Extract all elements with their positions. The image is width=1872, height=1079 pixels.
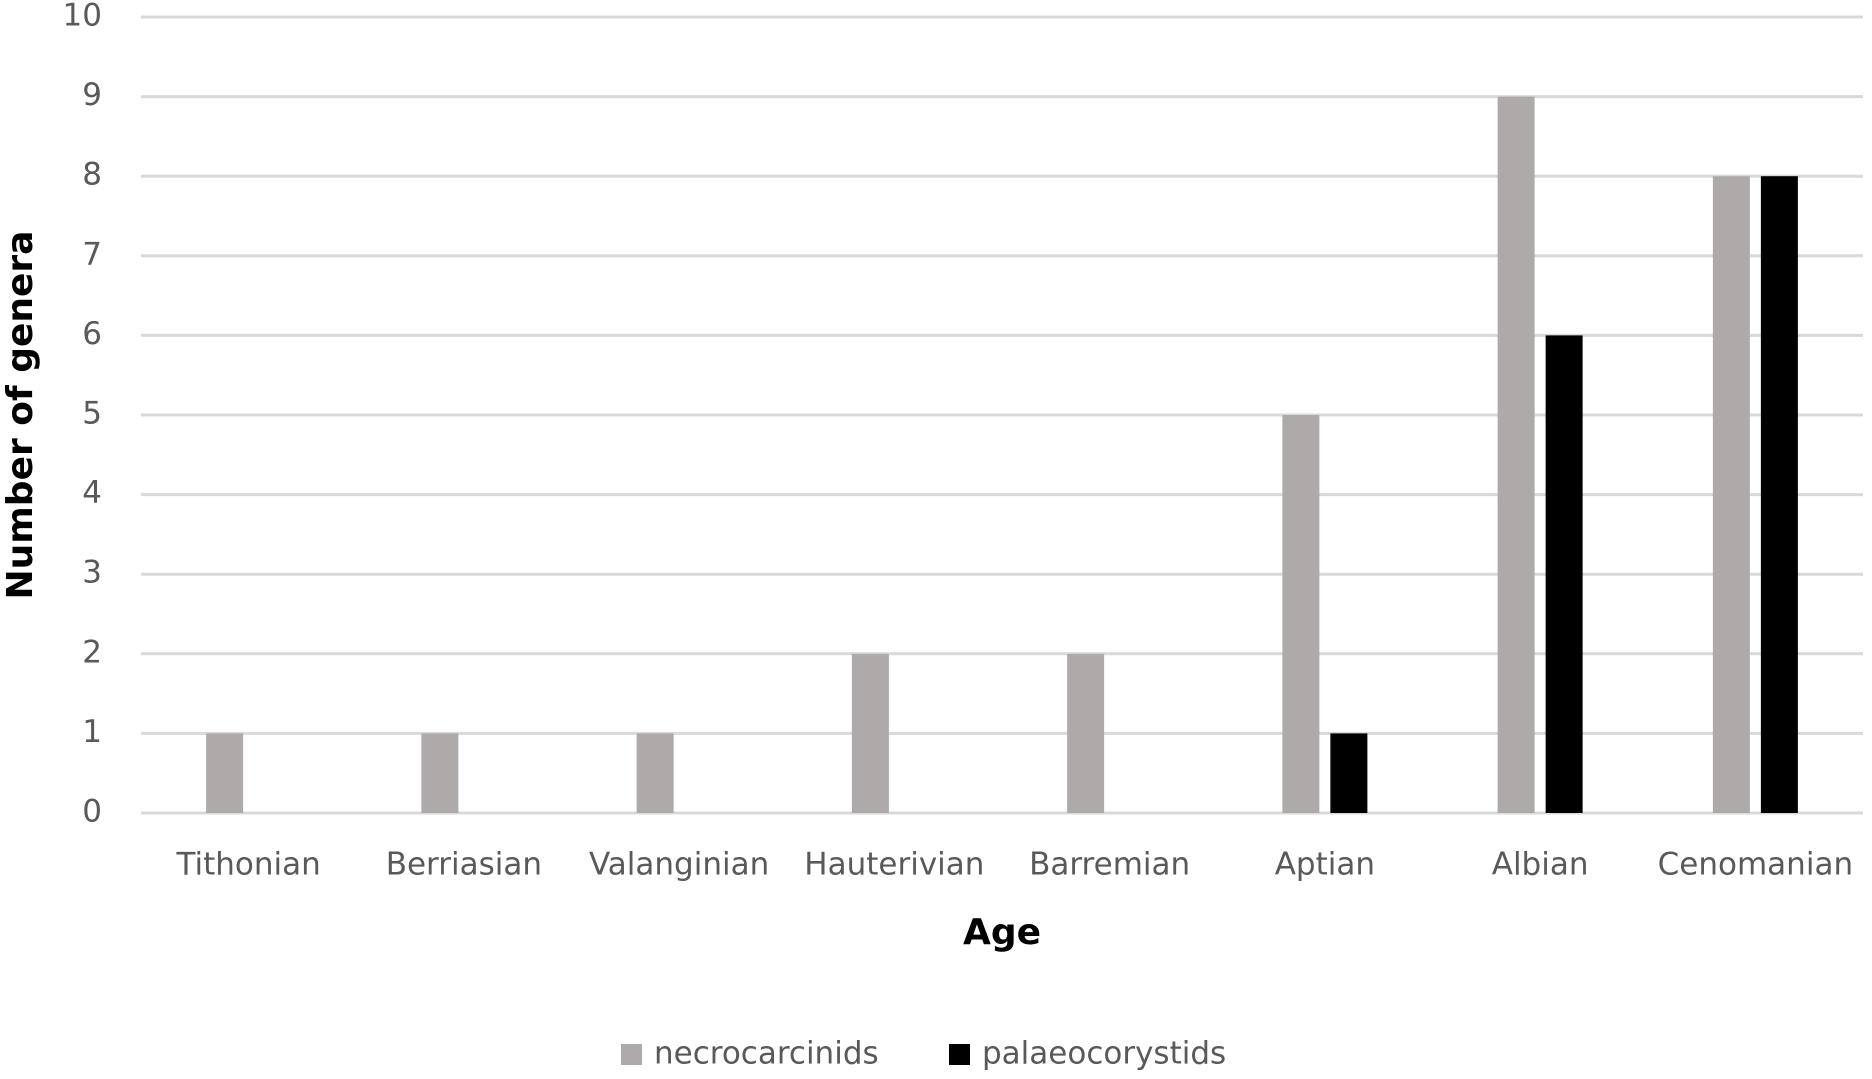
y-axis-title: Number of genera	[0, 231, 41, 600]
x-axis-title: Age	[963, 912, 1041, 953]
bar	[851, 653, 889, 813]
y-tick-label: 4	[82, 475, 102, 511]
bar	[1712, 176, 1750, 813]
bar	[1282, 415, 1320, 813]
bar	[1067, 653, 1105, 813]
x-tick-label: Cenomanian	[1658, 847, 1853, 883]
y-tick-label: 6	[82, 316, 102, 352]
bar	[1545, 335, 1583, 813]
y-tick-label: 10	[63, 0, 102, 34]
y-tick-label: 5	[82, 396, 102, 432]
y-tick-label: 0	[82, 794, 102, 830]
bar	[636, 733, 674, 813]
x-tick-label: Hauterivian	[804, 847, 984, 883]
x-tick-label: Albian	[1492, 847, 1589, 883]
x-tick-label: Valanginian	[589, 847, 769, 883]
bar	[1760, 176, 1798, 813]
y-tick-label: 7	[82, 236, 102, 272]
bar	[1330, 733, 1368, 813]
legend-swatch	[949, 1044, 970, 1065]
x-tick-label: Tithonian	[175, 847, 320, 883]
bar	[421, 733, 459, 813]
y-tick-label: 3	[82, 555, 102, 591]
bar	[206, 733, 244, 813]
x-tick-label: Berriasian	[386, 847, 542, 883]
legend-label: necrocarcinids	[654, 1036, 879, 1072]
legend-swatch	[621, 1044, 642, 1065]
bar	[1497, 96, 1535, 814]
legend-label: palaeocorystids	[982, 1036, 1226, 1072]
y-tick-label: 8	[82, 157, 102, 193]
y-tick-label: 2	[82, 634, 102, 670]
x-tick-label: Aptian	[1275, 847, 1375, 883]
y-tick-label: 9	[82, 77, 102, 113]
y-tick-label: 1	[82, 714, 102, 750]
x-tick-label: Barremian	[1029, 847, 1190, 883]
